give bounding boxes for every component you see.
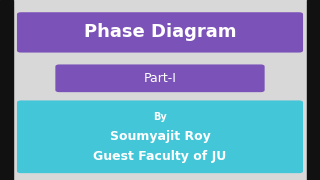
Text: Soumyajit Roy: Soumyajit Roy [110,130,210,143]
FancyBboxPatch shape [17,100,303,173]
FancyBboxPatch shape [55,64,265,92]
Text: Phase Diagram: Phase Diagram [84,23,236,41]
Bar [0,0,13,180]
Text: Part-I: Part-I [144,72,176,85]
Text: By: By [153,112,167,122]
FancyBboxPatch shape [17,12,303,53]
Bar [307,0,320,180]
Text: Guest Faculty of JU: Guest Faculty of JU [93,150,227,163]
